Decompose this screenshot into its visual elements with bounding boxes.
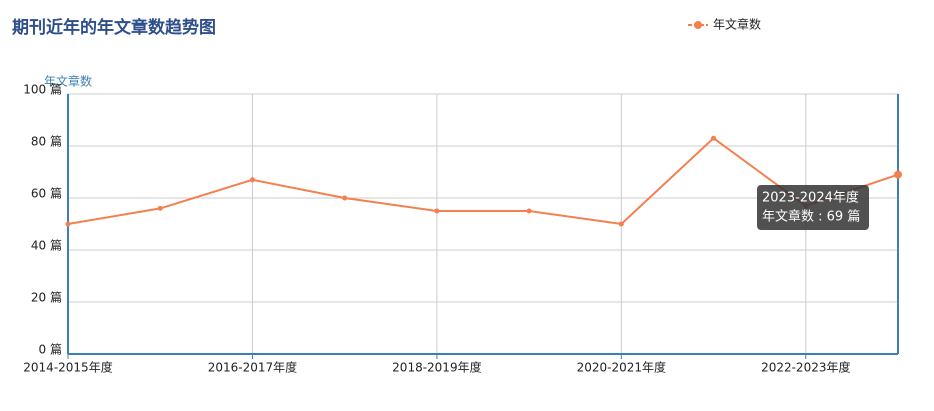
- point: [342, 195, 348, 201]
- y-axis-label: 年文章数: [44, 74, 92, 89]
- point: [249, 177, 255, 183]
- y-tick-label: 20 篇: [31, 290, 62, 305]
- point: [434, 208, 440, 214]
- y-tick-label: 100 篇: [23, 82, 62, 97]
- y-tick-label: 80 篇: [31, 134, 62, 149]
- point: [894, 170, 902, 179]
- line: [67, 136, 899, 226]
- x-tick-label: 2020-2021年度: [577, 360, 666, 375]
- point: [711, 135, 717, 141]
- y-tick-label: 60 篇: [31, 186, 62, 201]
- x-tick-label: 2016-2017年度: [208, 360, 297, 375]
- legend-label: 年文章数: [713, 17, 761, 32]
- point: [526, 208, 532, 214]
- chart-title: 期刊近年的年文章数趋势图: [12, 17, 216, 38]
- tooltip-text: 年文章数 : 69 篇: [762, 209, 860, 225]
- x-tick-label: 2022-2023年度: [761, 360, 850, 375]
- y-tick-label: 0 篇: [39, 342, 62, 357]
- x-tick-label: 2018-2019年度: [392, 360, 481, 375]
- legend-marker: [694, 21, 702, 29]
- y-tick-label: 40 篇: [31, 238, 62, 253]
- tooltip-box: [757, 185, 869, 230]
- point: [65, 221, 71, 227]
- x-tick-label: 2014-2015年度: [23, 360, 112, 375]
- point: [157, 205, 163, 211]
- tooltip-title: 2023-2024年度: [762, 190, 859, 206]
- point: [618, 221, 624, 227]
